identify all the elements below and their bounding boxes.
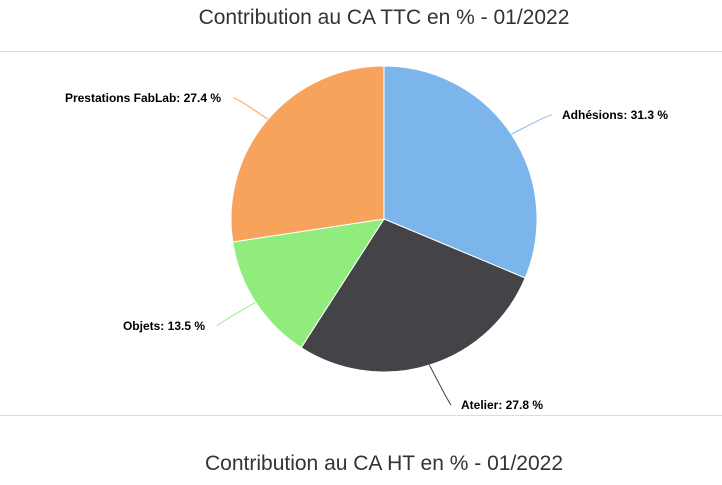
divider: [0, 415, 722, 416]
divider: [0, 51, 722, 52]
connector-line: [232, 97, 269, 120]
pie-chart: Adhésions: 31.3 % Atelier: 27.8 % Objets: …: [65, 65, 668, 412]
pie-slice-objets[interactable]: [232, 218, 386, 349]
data-label: Objets: 13.5 %: [123, 319, 205, 333]
connector-line: [216, 301, 256, 327]
data-label: Prestations FabLab: 27.4 %: [65, 91, 221, 105]
chart-title: Contribution au CA TTC en % - 01/2022: [198, 6, 570, 29]
second-chart-title: Contribution au CA HT en % - 01/2022: [205, 452, 563, 475]
data-label: Adhésions: 31.3 %: [562, 108, 668, 122]
connector-line: [429, 364, 452, 406]
pie-slice-prestations-fablab[interactable]: [230, 65, 385, 243]
data-label: Atelier: 27.8 %: [461, 398, 543, 412]
connector-line: [511, 114, 553, 135]
pie-slice-adh-sions[interactable]: [383, 65, 538, 279]
